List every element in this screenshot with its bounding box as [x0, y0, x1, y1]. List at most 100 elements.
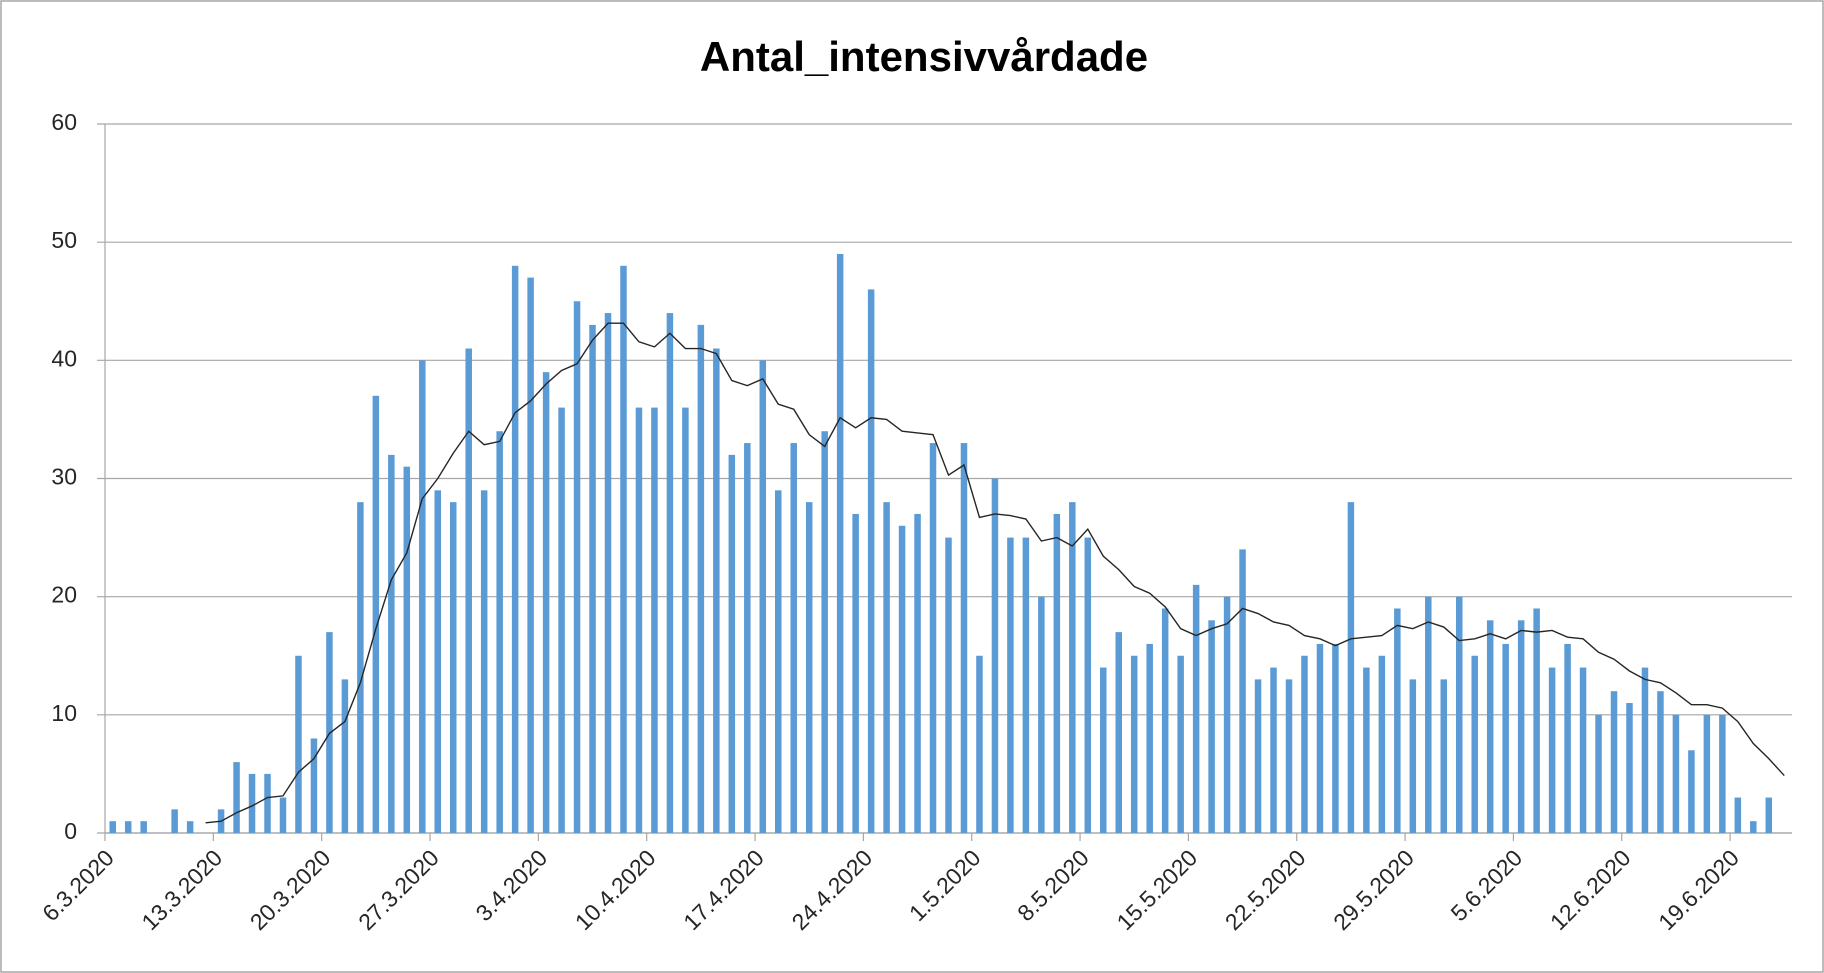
bar [960, 443, 968, 833]
bar [279, 797, 287, 833]
bar [1347, 502, 1355, 833]
bar [1038, 596, 1045, 833]
y-tick-label: 40 [51, 345, 77, 371]
bar [929, 443, 937, 833]
bar [1208, 620, 1215, 833]
bar [511, 265, 519, 833]
bar [248, 773, 256, 833]
bar [449, 502, 457, 833]
y-tick-label: 10 [51, 700, 77, 726]
bar [1316, 643, 1324, 833]
bar [1022, 537, 1030, 833]
bar [1161, 608, 1169, 833]
bar [1130, 655, 1138, 833]
chart-title: Antal_intensivvårdade [700, 33, 1148, 80]
bar [1765, 797, 1773, 833]
y-tick-label: 50 [51, 227, 77, 253]
bar [991, 478, 999, 833]
y-tick-label: 20 [51, 582, 77, 608]
bar [682, 407, 689, 833]
bar [124, 821, 132, 833]
bar [1363, 667, 1370, 833]
bar [573, 301, 581, 833]
bar [1270, 667, 1277, 833]
bar [713, 348, 720, 833]
bar [465, 348, 472, 833]
bar [542, 372, 550, 833]
bar [589, 324, 596, 833]
bar [1610, 691, 1618, 833]
bar [1332, 643, 1339, 833]
bar [1007, 537, 1014, 833]
bar [1285, 679, 1293, 833]
bar [836, 253, 844, 833]
bar [1053, 513, 1061, 833]
bar [1517, 620, 1525, 833]
bar [821, 431, 828, 833]
bar [403, 466, 411, 833]
bar [558, 407, 565, 833]
bar [945, 537, 952, 833]
bar [914, 513, 921, 833]
bar [1192, 584, 1200, 833]
bar [1703, 714, 1711, 833]
bar [357, 502, 364, 833]
bar [759, 360, 767, 833]
bar [744, 443, 751, 833]
y-tick-label: 60 [51, 109, 77, 135]
bar [1069, 502, 1076, 833]
bar [1734, 797, 1742, 833]
bar [1533, 608, 1540, 833]
bar [1750, 821, 1757, 833]
bar [790, 443, 797, 833]
bar [1177, 655, 1184, 833]
bar [109, 821, 116, 833]
bar [1378, 655, 1386, 833]
bar [1719, 714, 1726, 833]
bar [171, 809, 178, 833]
bar [527, 277, 534, 833]
bar [480, 490, 488, 833]
bar [1688, 750, 1695, 833]
bar [1425, 596, 1432, 833]
bar [1471, 655, 1478, 833]
bar [1409, 679, 1417, 833]
bar [233, 762, 240, 833]
y-tick-label: 0 [64, 818, 77, 844]
bar [264, 773, 271, 833]
bar [1394, 608, 1401, 833]
bar [620, 265, 627, 833]
bar [388, 454, 395, 833]
bar [186, 821, 194, 833]
bar [1502, 643, 1509, 833]
bar [1084, 537, 1092, 833]
bar [805, 502, 813, 833]
bar [1626, 703, 1633, 833]
bar [697, 324, 705, 833]
moving-average-line [205, 322, 1785, 824]
bar [1115, 632, 1122, 833]
bar [852, 513, 859, 833]
bar [1579, 667, 1587, 833]
bar [295, 655, 302, 833]
bar [1440, 679, 1448, 833]
bar [1223, 596, 1231, 833]
bar [1657, 691, 1664, 833]
bar [635, 407, 643, 833]
bar [1146, 643, 1153, 833]
bar [310, 738, 318, 833]
bar [1254, 679, 1262, 833]
bar [604, 313, 612, 834]
bar [434, 490, 442, 833]
bar [1564, 643, 1571, 833]
bar [1100, 667, 1107, 833]
bar [728, 454, 736, 833]
bar [1641, 667, 1649, 833]
y-tick-label: 30 [51, 464, 77, 490]
bar [1455, 596, 1463, 833]
bar [1595, 714, 1602, 833]
bar [1548, 667, 1556, 833]
bar [651, 407, 658, 833]
bar [496, 431, 503, 833]
bar [883, 502, 890, 833]
